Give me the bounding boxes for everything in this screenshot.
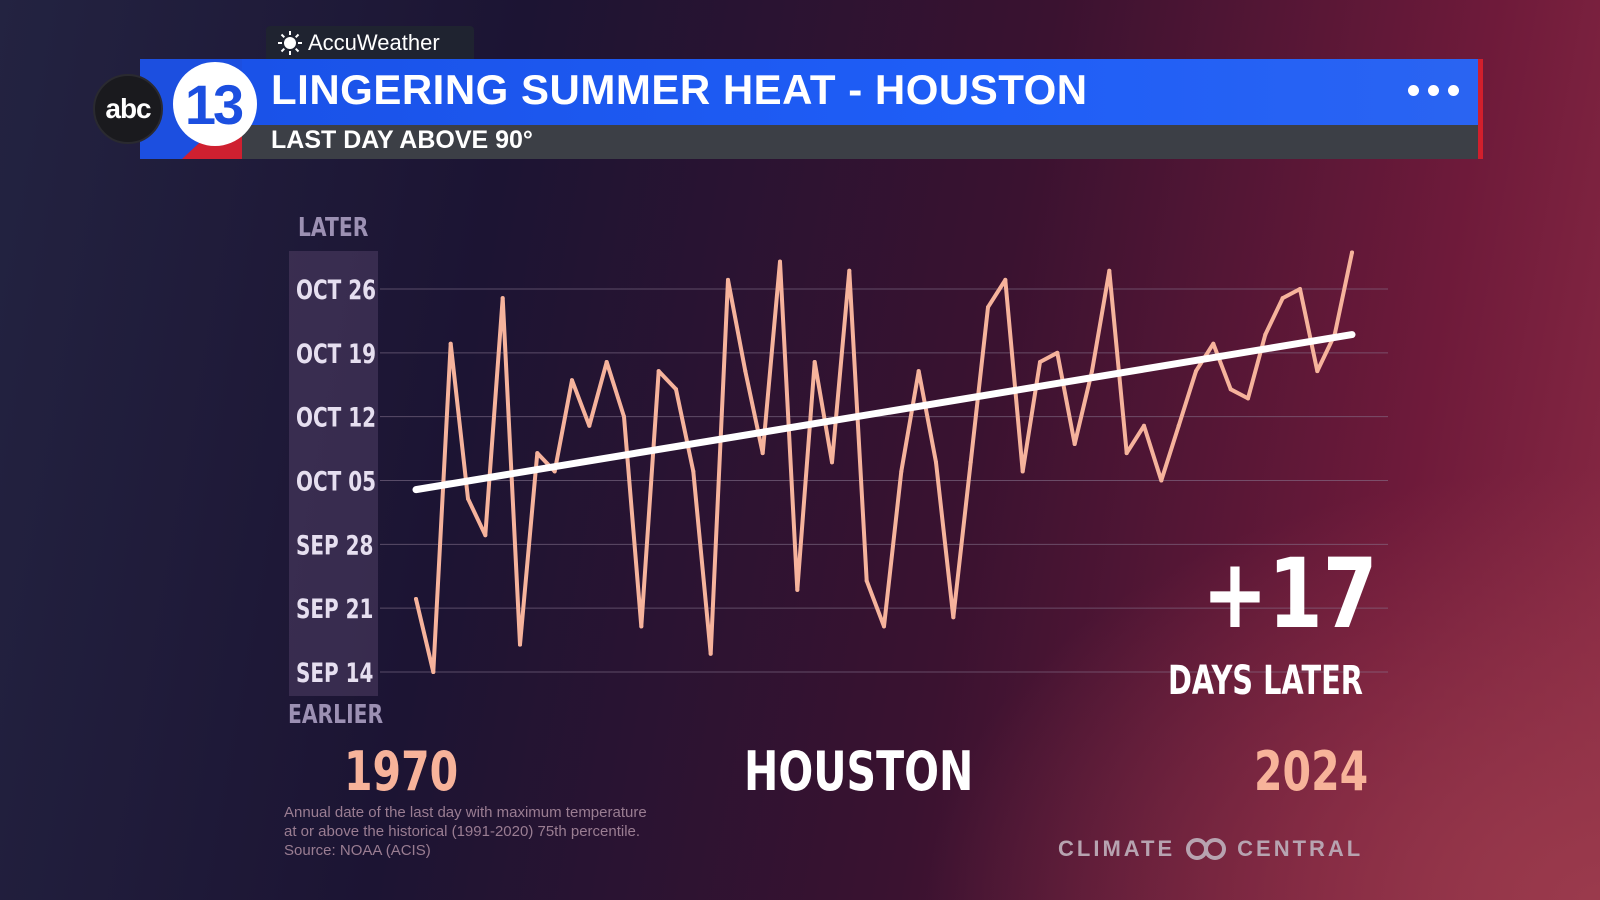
page-subtitle: LAST DAY ABOVE 90° bbox=[271, 126, 533, 154]
data-point bbox=[1038, 359, 1042, 364]
credit-word-2: CENTRAL bbox=[1237, 836, 1364, 861]
station-number: 13 bbox=[184, 72, 244, 136]
trend-layer bbox=[412, 331, 1356, 494]
end-year-label: 2024 bbox=[1254, 740, 1369, 803]
data-point bbox=[587, 423, 592, 428]
data-point bbox=[934, 460, 938, 465]
data-point bbox=[882, 624, 886, 629]
data-point bbox=[414, 597, 418, 602]
footnote: Annual date of the last day with maximum… bbox=[284, 803, 714, 860]
data-point bbox=[535, 451, 540, 456]
y-tick-label: SEP 28 bbox=[296, 529, 373, 561]
data-point bbox=[1194, 369, 1198, 374]
data-point bbox=[604, 359, 609, 364]
highlight-value: +17 bbox=[1202, 538, 1378, 650]
data-point bbox=[622, 414, 626, 419]
data-point bbox=[674, 387, 678, 392]
data-point bbox=[916, 369, 921, 374]
station-logo-13: 13 bbox=[173, 62, 257, 146]
data-point bbox=[1055, 350, 1060, 355]
provider-name: AccuWeather bbox=[308, 30, 440, 55]
infinity-icon bbox=[1186, 838, 1227, 860]
page-title: LINGERING SUMMER HEAT - HOUSTON bbox=[271, 66, 1088, 113]
footnote-line: Source: NOAA (ACIS) bbox=[284, 842, 431, 859]
y-tick-label: OCT 12 bbox=[296, 402, 376, 434]
data-point bbox=[570, 378, 574, 383]
data-point bbox=[500, 296, 505, 301]
data-point bbox=[1211, 341, 1216, 346]
data-point bbox=[1020, 469, 1025, 474]
data-point bbox=[743, 369, 748, 374]
data-point bbox=[830, 460, 834, 465]
data-point bbox=[1263, 332, 1268, 337]
climate-central-logo: CLIMATE CENTRAL bbox=[1058, 836, 1363, 862]
footnote-line: Annual date of the last day with maximum… bbox=[284, 804, 647, 821]
data-point bbox=[1246, 396, 1250, 401]
y-axis-earlier-label: EARLIER bbox=[288, 700, 384, 730]
more-options-icon[interactable] bbox=[1408, 80, 1464, 100]
data-point bbox=[726, 277, 730, 282]
y-axis-later-label: LATER bbox=[298, 213, 369, 243]
data-point bbox=[812, 359, 817, 364]
data-point bbox=[986, 305, 990, 310]
data-point bbox=[968, 460, 973, 465]
data-point bbox=[1280, 296, 1285, 301]
data-point bbox=[656, 369, 661, 374]
data-point bbox=[1298, 287, 1302, 291]
data-point bbox=[639, 624, 644, 629]
accuweather-tab: AccuWeather bbox=[266, 26, 474, 60]
highlight-label: DAYS LATER bbox=[1168, 658, 1363, 704]
subtitle-banner bbox=[242, 125, 1478, 159]
footnote-line: at or above the historical (1991-2020) 7… bbox=[284, 823, 641, 840]
data-point bbox=[1090, 369, 1094, 374]
data-point bbox=[1350, 250, 1354, 255]
data-point bbox=[552, 469, 557, 474]
location-label: HOUSTON bbox=[744, 740, 974, 803]
abc-logo: abc bbox=[93, 74, 163, 144]
data-point bbox=[466, 496, 470, 501]
data-point bbox=[708, 651, 713, 656]
data-point bbox=[518, 642, 522, 647]
data-point bbox=[691, 469, 696, 474]
title-banner bbox=[242, 59, 1478, 125]
data-point bbox=[864, 578, 869, 583]
y-tick-label: SEP 14 bbox=[296, 657, 373, 689]
data-point bbox=[1072, 442, 1077, 447]
data-point bbox=[847, 268, 852, 273]
y-tick-label: SEP 21 bbox=[296, 593, 373, 625]
data-point bbox=[1159, 478, 1164, 483]
data-point bbox=[1176, 423, 1181, 428]
y-tick-label: OCT 05 bbox=[296, 465, 376, 497]
data-point bbox=[1124, 451, 1129, 456]
network-name: abc bbox=[105, 93, 151, 124]
y-tick-labels: SEP 14 SEP 21 SEP 28 OCT 05 OCT 12 OCT 19 OCT … bbox=[296, 274, 376, 689]
data-point bbox=[778, 259, 782, 264]
data-point bbox=[1003, 277, 1008, 282]
y-tick-label: OCT 26 bbox=[296, 274, 376, 306]
sun-icon bbox=[278, 31, 302, 55]
data-point bbox=[431, 670, 436, 674]
data-point bbox=[899, 469, 904, 474]
banner-accent bbox=[1478, 59, 1483, 159]
data-point bbox=[448, 341, 453, 346]
data-point bbox=[951, 615, 956, 620]
data-point bbox=[1107, 268, 1112, 273]
data-point bbox=[1142, 423, 1146, 428]
y-tick-label: OCT 19 bbox=[296, 338, 376, 370]
gridlines bbox=[380, 288, 1388, 673]
trend-line bbox=[412, 331, 1356, 494]
data-point bbox=[1315, 369, 1320, 374]
start-year-label: 1970 bbox=[344, 740, 459, 803]
credit-word-1: CLIMATE bbox=[1058, 836, 1176, 861]
data-point bbox=[1228, 387, 1233, 392]
y-axis-band bbox=[289, 251, 378, 696]
data-point bbox=[795, 587, 800, 592]
data-point bbox=[483, 533, 488, 538]
data-point bbox=[760, 451, 765, 456]
